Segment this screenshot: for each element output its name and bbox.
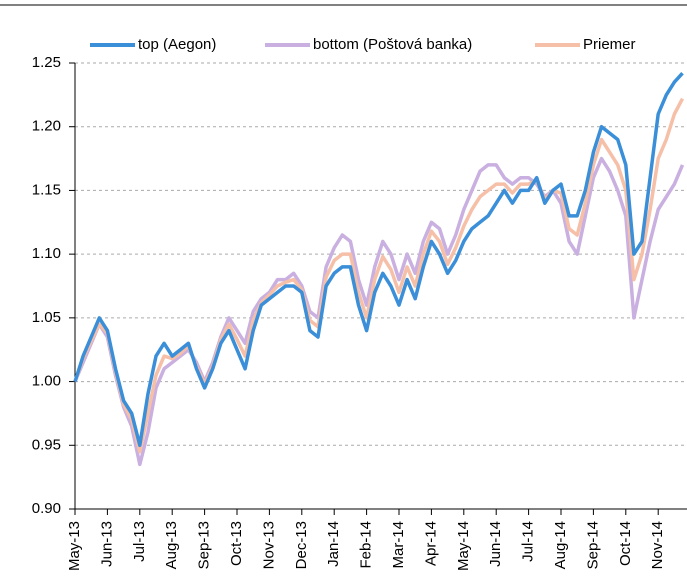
y-tick-label: 1.15	[32, 181, 61, 198]
legend-label: Priemer	[583, 36, 636, 53]
x-tick-label: May-14	[455, 521, 472, 571]
x-tick-label: Sep-13	[196, 521, 213, 569]
x-tick-label: Jan-14	[325, 521, 342, 567]
x-tick-label: Nov-14	[649, 521, 666, 569]
series-line	[73, 97, 685, 454]
legend-label: top (Aegon)	[138, 36, 216, 53]
x-tick-label: Apr-14	[422, 521, 439, 566]
y-tick-label: 1.20	[32, 118, 61, 135]
x-tick-label: Aug-13	[163, 521, 180, 569]
x-tick-label: Nov-13	[260, 521, 277, 569]
legend-label: bottom (Poštová banka)	[313, 36, 472, 53]
x-tick-label: Feb-14	[358, 521, 375, 569]
x-tick-label: Dec-13	[293, 521, 310, 569]
y-tick-label: 1.25	[32, 54, 61, 71]
y-tick-label: 1.10	[32, 245, 61, 262]
y-tick-label: 1.00	[32, 373, 61, 390]
x-tick-label: Jul-13	[131, 521, 148, 562]
x-tick-label: Sep-14	[584, 521, 601, 569]
x-tick-label: Mar-14	[390, 521, 407, 569]
y-tick-label: 0.95	[32, 436, 61, 453]
x-tick-label: Jul-14	[520, 521, 537, 562]
series-line	[73, 156, 685, 467]
y-tick-label: 0.90	[32, 500, 61, 517]
x-tick-label: Oct-14	[617, 521, 634, 566]
x-tick-label: Oct-13	[228, 521, 245, 566]
x-tick-label: Jun-13	[98, 521, 115, 567]
series-line	[73, 72, 684, 448]
x-tick-label: Jun-14	[487, 521, 504, 567]
x-tick-label: Aug-14	[552, 521, 569, 569]
x-tick-label: May-13	[66, 521, 83, 571]
y-tick-label: 1.05	[32, 309, 61, 326]
